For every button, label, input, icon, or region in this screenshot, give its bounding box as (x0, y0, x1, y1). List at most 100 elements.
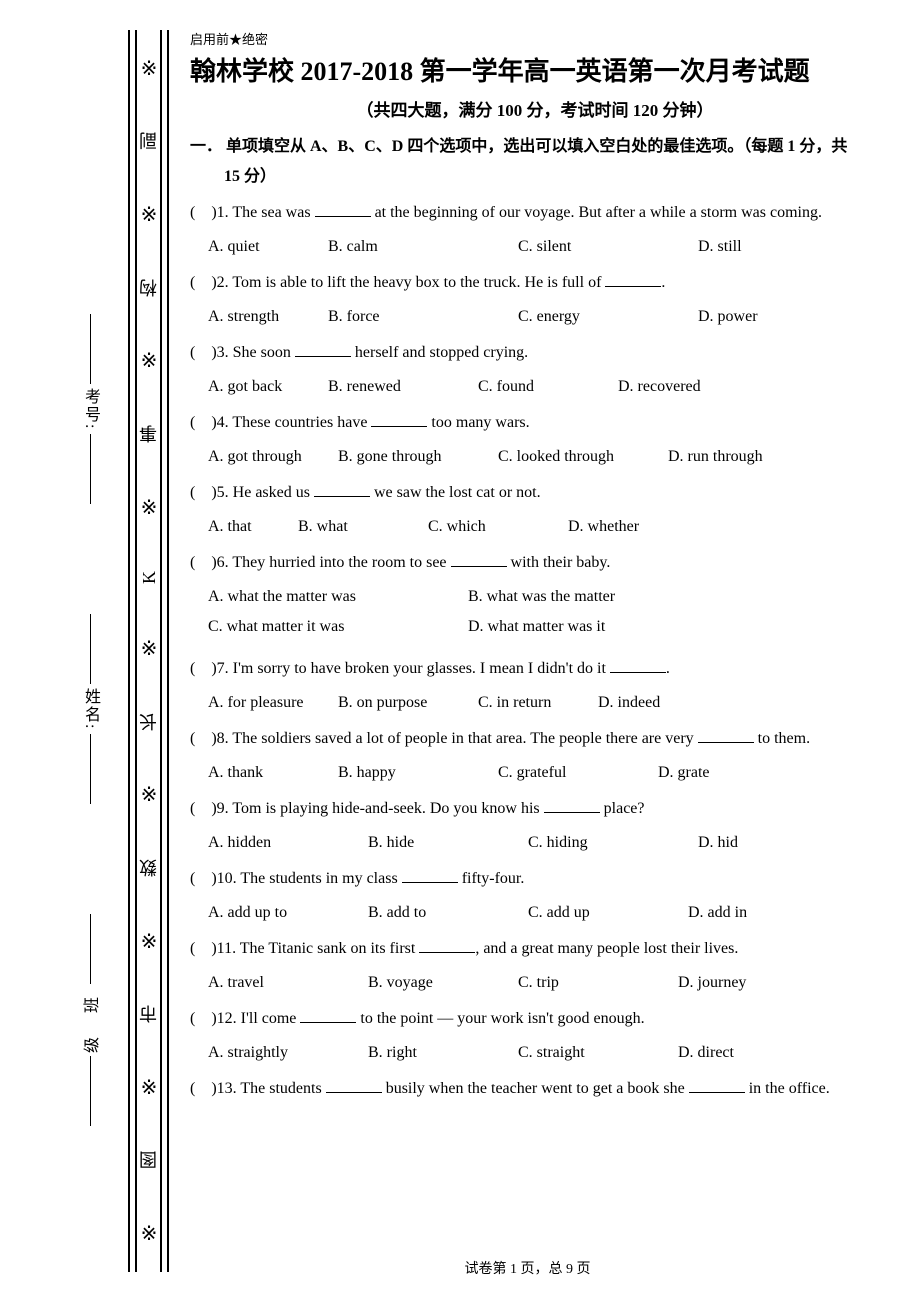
option: B. right (368, 1041, 518, 1065)
option: D. recovered (618, 375, 718, 399)
option: A. that (208, 515, 298, 539)
option: B. force (328, 305, 518, 329)
binding-char: 数 (136, 859, 162, 877)
question: ( )1. The sea was at the beginning of ou… (190, 201, 880, 259)
question-stem: ( )7. I'm sorry to have broken your glas… (190, 657, 880, 681)
binding-char: ※ (141, 1221, 158, 1246)
binding-line (128, 30, 130, 1272)
question: ( )5. He asked us we saw the lost cat or… (190, 481, 880, 539)
binding-char: 事 (136, 425, 162, 443)
options-row: A. got throughB. gone throughC. looked t… (190, 445, 880, 469)
option: C. what matter it was (208, 615, 468, 639)
question: ( )9. Tom is playing hide-and-seek. Do y… (190, 797, 880, 855)
option: C. looked through (498, 445, 668, 469)
question: ( )12. I'll come to the point — your wor… (190, 1007, 880, 1065)
options-row: A. travelB. voyageC. tripD. journey (190, 971, 880, 995)
options-row: A. quietB. calmC. silentD. still (190, 235, 880, 259)
option: B. calm (328, 235, 518, 259)
option: B. hide (368, 831, 528, 855)
section-heading: 一． 单项填空从 A、B、C、D 四个选项中，选出可以填入空白处的最佳选项。（每… (190, 135, 880, 189)
question: ( )6. They hurried into the room to see … (190, 551, 880, 645)
options-row: A. strengthB. forceC. energyD. power (190, 305, 880, 329)
question-stem: ( )10. The students in my class fifty-fo… (190, 867, 880, 891)
question: ( )8. The soldiers saved a lot of people… (190, 727, 880, 785)
question: ( )10. The students in my class fifty-fo… (190, 867, 880, 925)
question-stem: ( )9. Tom is playing hide-and-seek. Do y… (190, 797, 880, 821)
options-row: A. hiddenB. hideC. hidingD. hid (190, 831, 880, 855)
exam-content: 启用前★绝密 翰林学校 2017-2018 第一学年高一英语第一次月考试题 （共… (175, 0, 920, 1302)
binding-char: K (139, 571, 160, 584)
options-row: A. thankB. happyC. gratefulD. grate (190, 761, 880, 785)
option: B. happy (338, 761, 498, 785)
question: ( )4. These countries have too many wars… (190, 411, 880, 469)
option: D. run through (668, 445, 788, 469)
option: A. quiet (208, 235, 328, 259)
question: ( )3. She soon herself and stopped cryin… (190, 341, 880, 399)
option: B. gone through (338, 445, 498, 469)
question-stem: ( )5. He asked us we saw the lost cat or… (190, 481, 880, 505)
binding-char: ※ (141, 1075, 158, 1100)
option: A. for pleasure (208, 691, 338, 715)
binding-line (135, 30, 137, 1272)
question-stem: ( )1. The sea was at the beginning of ou… (190, 201, 880, 225)
option: C. energy (518, 305, 698, 329)
question: ( )11. The Titanic sank on its first , a… (190, 937, 880, 995)
page-footer: 试卷第 1 页，总 9 页 (175, 1258, 880, 1278)
option: D. whether (568, 515, 668, 539)
option: C. found (478, 375, 618, 399)
option: C. hiding (528, 831, 698, 855)
options-row: A. straightlyB. rightC. straightD. direc… (190, 1041, 880, 1065)
question-stem: ( )4. These countries have too many wars… (190, 411, 880, 435)
binding-char: ※ (141, 782, 158, 807)
binding-sidebar: ※副※构※事※K※长※数※市※图※ 考号: 姓名: 级 班 (0, 0, 175, 1302)
option: A. straightly (208, 1041, 368, 1065)
option: C. in return (478, 691, 598, 715)
option: A. got through (208, 445, 338, 469)
binding-char: 构 (136, 279, 162, 297)
exam-number-label: 考号: (60, 310, 120, 508)
binding-char: ※ (141, 56, 158, 81)
option: D. add in (688, 901, 768, 925)
option: C. trip (518, 971, 678, 995)
option: A. what the matter was (208, 585, 468, 609)
option: D. grate (658, 761, 738, 785)
question-stem: ( )12. I'll come to the point — your wor… (190, 1007, 880, 1031)
option: B. renewed (328, 375, 478, 399)
option: B. add to (368, 901, 528, 925)
option: B. voyage (368, 971, 518, 995)
class-label: 级 班 (60, 910, 120, 1130)
question-stem: ( )13. The students busily when the teac… (190, 1077, 880, 1101)
binding-char: 长 (136, 713, 162, 731)
options-block: A. what the matter wasB. what was the ma… (190, 585, 880, 645)
options-row: A. add up toB. add toC. add upD. add in (190, 901, 880, 925)
option: D. direct (678, 1041, 758, 1065)
option: A. strength (208, 305, 328, 329)
option: D. still (698, 235, 778, 259)
question: ( )7. I'm sorry to have broken your glas… (190, 657, 880, 715)
binding-line (160, 30, 162, 1272)
option: D. indeed (598, 691, 678, 715)
options-row: A. for pleasureB. on purposeC. in return… (190, 691, 880, 715)
option: A. got back (208, 375, 328, 399)
exam-title: 翰林学校 2017-2018 第一学年高一英语第一次月考试题 (190, 54, 880, 90)
binding-char: ※ (141, 929, 158, 954)
binding-char: ※ (141, 348, 158, 373)
binding-text-column: ※副※构※事※K※长※数※市※图※ (138, 30, 160, 1272)
binding-char: ※ (141, 202, 158, 227)
option: C. silent (518, 235, 698, 259)
info-labels: 考号: 姓名: 级 班 (60, 30, 120, 1272)
option: C. straight (518, 1041, 678, 1065)
option: B. what was the matter (468, 585, 728, 609)
binding-char: 市 (136, 1005, 162, 1023)
option: D. what matter was it (468, 615, 728, 639)
question-stem: ( )3. She soon herself and stopped cryin… (190, 341, 880, 365)
question-stem: ( )11. The Titanic sank on its first , a… (190, 937, 880, 961)
question: ( )13. The students busily when the teac… (190, 1077, 880, 1101)
exam-subtitle: （共四大题，满分 100 分，考试时间 120 分钟） (190, 98, 880, 124)
question-stem: ( )8. The soldiers saved a lot of people… (190, 727, 880, 751)
question: ( )2. Tom is able to lift the heavy box … (190, 271, 880, 329)
question-stem: ( )2. Tom is able to lift the heavy box … (190, 271, 880, 295)
binding-char: ※ (141, 495, 158, 520)
option: A. add up to (208, 901, 368, 925)
confidential-mark: 启用前★绝密 (190, 30, 880, 50)
